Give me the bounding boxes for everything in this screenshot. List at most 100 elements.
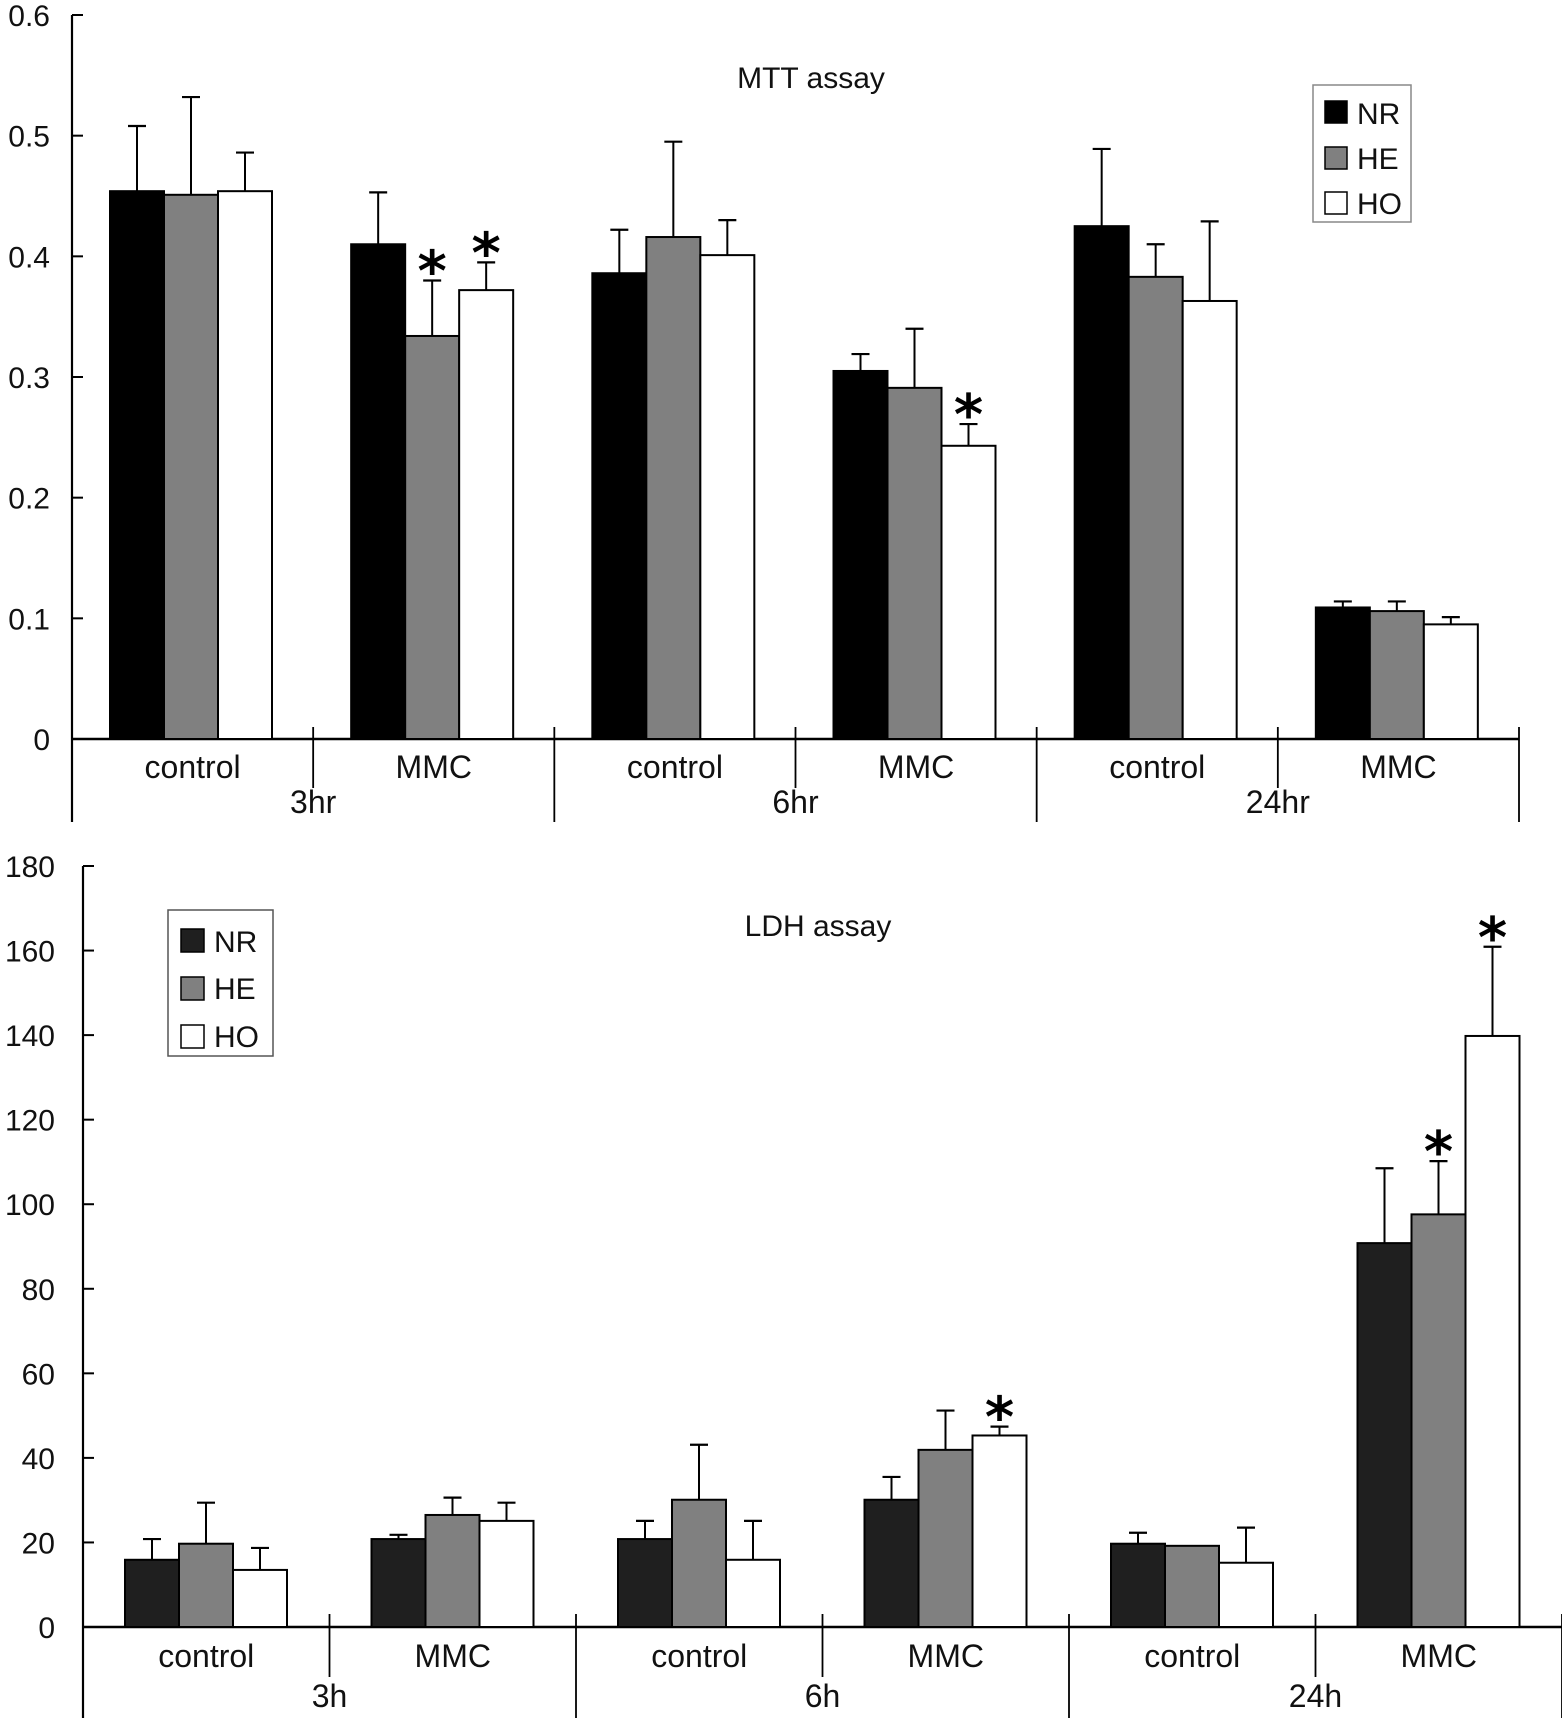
ldh-y-tick-label: 140 bbox=[5, 1020, 55, 1053]
ldh-category-label: MMC bbox=[908, 1638, 984, 1674]
mtt-category-label: MMC bbox=[396, 749, 472, 785]
mtt-significance-star: * bbox=[418, 239, 447, 304]
mtt-category-label: MMC bbox=[1360, 749, 1436, 785]
mtt-legend: NR HE HO bbox=[1312, 84, 1412, 223]
ldh-bar-ho bbox=[478, 1519, 535, 1629]
ldh-y-tick-label: 100 bbox=[5, 1189, 55, 1222]
mtt-axes: 0 0.1 0.2 0.3 0.4 0.5 0.6 control MMC control MMC c… bbox=[8, 0, 1520, 822]
mtt-y-tick-label: 0.4 bbox=[8, 241, 50, 274]
mtt-bar-he bbox=[404, 334, 461, 740]
ldh-legend-label-ho: HO bbox=[214, 1021, 259, 1054]
ldh-time-group-label: 3h bbox=[312, 1678, 348, 1714]
mtt-bar-nr bbox=[1073, 225, 1130, 740]
ldh-bar-ho bbox=[1218, 1561, 1274, 1629]
mtt-legend-swatch-nr bbox=[1324, 100, 1348, 124]
ldh-y-tick-label: 180 bbox=[5, 851, 55, 884]
ldh-bar-nr bbox=[370, 1538, 427, 1629]
ldh-category-label: MMC bbox=[1401, 1638, 1477, 1674]
mtt-bar-he bbox=[886, 386, 943, 740]
mtt-time-group-label: 3hr bbox=[290, 784, 337, 820]
ldh-y-tick-label: 20 bbox=[22, 1527, 55, 1560]
ldh-y-tick-label: 120 bbox=[5, 1105, 55, 1138]
ldh-chart-title: LDH assay bbox=[745, 910, 892, 943]
ldh-bar-nr bbox=[863, 1498, 920, 1629]
ldh-category-label: control bbox=[158, 1638, 254, 1674]
ldh-chart: LDH assay 0 20 40 60 80 100 120 140 160 180 contro… bbox=[5, 851, 1562, 1718]
ldh-significance-star: * bbox=[1478, 906, 1507, 971]
ldh-bar-he bbox=[917, 1448, 974, 1628]
ldh-bar-he bbox=[1164, 1544, 1220, 1628]
ldh-bar-he bbox=[1410, 1213, 1467, 1628]
mtt-bar-ho bbox=[217, 190, 273, 740]
mtt-bar-he bbox=[1368, 610, 1425, 740]
mtt-bar-nr bbox=[591, 272, 648, 740]
ldh-significance-star: * bbox=[1424, 1120, 1453, 1185]
ldh-legend-label-he: HE bbox=[214, 973, 256, 1006]
mtt-bar-he bbox=[1127, 275, 1184, 740]
mtt-bar-nr bbox=[832, 369, 889, 740]
ldh-bar-ho bbox=[971, 1434, 1028, 1629]
mtt-legend-swatch-ho bbox=[1324, 191, 1348, 215]
ldh-bar-nr bbox=[124, 1558, 180, 1628]
mtt-y-tick-label: 0.2 bbox=[8, 483, 50, 516]
ldh-axes: 0 20 40 60 80 100 120 140 160 180 control MMC contro… bbox=[5, 851, 1562, 1718]
ldh-bar-nr bbox=[1110, 1542, 1166, 1628]
mtt-category-label: MMC bbox=[878, 749, 954, 785]
mtt-significance-star: * bbox=[954, 383, 983, 448]
ldh-category-label: MMC bbox=[415, 1638, 491, 1674]
mtt-y-tick-label: 0.5 bbox=[8, 121, 50, 154]
ldh-category-label: control bbox=[651, 1638, 747, 1674]
ldh-bars: * * * bbox=[124, 906, 1521, 1629]
mtt-y-tick-label: 0.1 bbox=[8, 603, 50, 636]
mtt-bars: * * * bbox=[109, 95, 1479, 740]
mtt-legend-label-he: HE bbox=[1357, 143, 1399, 176]
mtt-bar-ho bbox=[1181, 299, 1238, 740]
ldh-bar-he bbox=[671, 1498, 727, 1629]
mtt-category-label: control bbox=[1109, 749, 1205, 785]
ldh-significance-star: * bbox=[985, 1386, 1014, 1451]
mtt-legend-swatch-he bbox=[1324, 146, 1348, 170]
ldh-legend-swatch-he bbox=[180, 976, 205, 1001]
ldh-time-group-label: 6h bbox=[805, 1678, 841, 1714]
mtt-y-tick-label: 0 bbox=[33, 724, 50, 757]
mtt-category-label: control bbox=[627, 749, 723, 785]
ldh-y-tick-label: 160 bbox=[5, 936, 55, 969]
ldh-bar-ho bbox=[725, 1558, 781, 1628]
mtt-y-tick-label: 0.6 bbox=[8, 0, 50, 33]
ldh-bar-ho bbox=[1464, 1034, 1521, 1628]
ldh-bar-he bbox=[424, 1513, 481, 1628]
ldh-legend: NR HE HO bbox=[167, 909, 274, 1057]
mtt-bar-nr bbox=[350, 243, 407, 740]
ldh-bar-he bbox=[178, 1542, 234, 1628]
mtt-significance-star: * bbox=[472, 221, 501, 286]
mtt-legend-label-ho: HO bbox=[1357, 188, 1402, 221]
mtt-chart: MTT assay 0 0.1 0.2 0.3 0.4 0.5 0.6 control MMC c… bbox=[8, 0, 1520, 822]
mtt-time-group-label: 6hr bbox=[772, 784, 819, 820]
ldh-bar-ho bbox=[232, 1568, 288, 1629]
ldh-y-tick-label: 60 bbox=[22, 1358, 55, 1391]
mtt-bar-nr bbox=[1314, 606, 1371, 740]
ldh-legend-swatch-ho bbox=[180, 1024, 205, 1049]
mtt-legend-label-nr: NR bbox=[1357, 98, 1400, 131]
mtt-bar-he bbox=[645, 236, 702, 740]
mtt-bar-nr bbox=[109, 190, 165, 740]
mtt-category-label: control bbox=[145, 749, 241, 785]
ldh-legend-swatch-nr bbox=[180, 928, 205, 953]
ldh-y-tick-label: 80 bbox=[22, 1274, 55, 1307]
mtt-bar-ho bbox=[699, 254, 756, 740]
mtt-bar-he bbox=[163, 193, 219, 740]
mtt-y-tick-label: 0.3 bbox=[8, 362, 50, 395]
ldh-bar-nr bbox=[1356, 1242, 1413, 1629]
ldh-y-tick-label: 0 bbox=[38, 1612, 55, 1645]
mtt-chart-title: MTT assay bbox=[737, 62, 885, 95]
mtt-bar-ho bbox=[1422, 623, 1479, 740]
ldh-time-group-label: 24h bbox=[1289, 1678, 1342, 1714]
mtt-bar-ho bbox=[458, 289, 515, 740]
ldh-category-label: control bbox=[1144, 1638, 1240, 1674]
mtt-time-group-label: 24hr bbox=[1246, 784, 1310, 820]
ldh-y-tick-label: 40 bbox=[22, 1443, 55, 1476]
mtt-bar-ho bbox=[940, 444, 997, 740]
ldh-bar-nr bbox=[617, 1538, 673, 1629]
ldh-legend-label-nr: NR bbox=[214, 926, 257, 959]
